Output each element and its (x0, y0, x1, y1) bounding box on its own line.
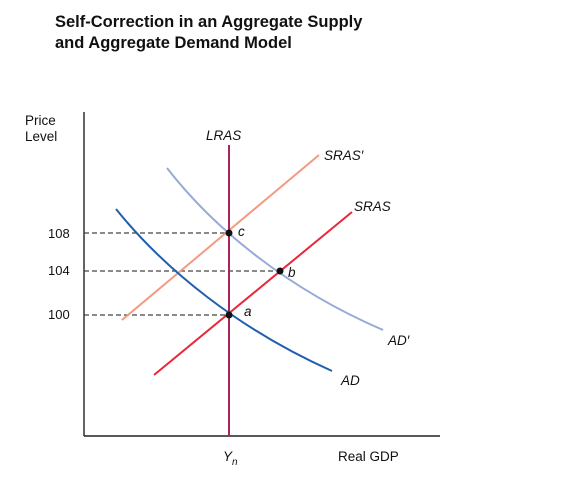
point-a (225, 311, 233, 319)
label-point-c: c (238, 224, 245, 239)
ad-curve (115, 208, 333, 372)
sras-curve (153, 211, 353, 376)
title-line-1: Self-Correction in an Aggregate Supply (55, 13, 363, 31)
label-sras: SRAS (354, 199, 391, 214)
label-ad: AD (340, 373, 360, 388)
label-point-a: a (244, 304, 252, 319)
y-axis-label-line-1: Price (25, 113, 56, 128)
point-b (276, 267, 284, 275)
point-c (225, 229, 233, 237)
x-tick-y: Y (223, 449, 233, 464)
y-axis-label-line-2: Level (25, 129, 57, 144)
ad-prime-curve (166, 167, 384, 331)
tick-104: 104 (48, 263, 70, 278)
x-tick-sub: n (232, 457, 238, 468)
x-tick-yn: Yn (223, 449, 238, 468)
x-axis-label: Real GDP (338, 449, 399, 464)
title-line-2: and Aggregate Demand Model (55, 34, 292, 52)
label-point-b: b (288, 265, 296, 280)
tick-100: 100 (48, 307, 70, 322)
tick-108: 108 (48, 226, 70, 241)
chart-title: Self-Correction in an Aggregate Supply a… (55, 12, 362, 54)
label-sras-prime: SRAS′ (324, 148, 364, 163)
label-lras: LRAS (206, 128, 241, 143)
sras-prime-curve (121, 154, 320, 321)
label-ad-prime: AD′ (387, 333, 410, 348)
